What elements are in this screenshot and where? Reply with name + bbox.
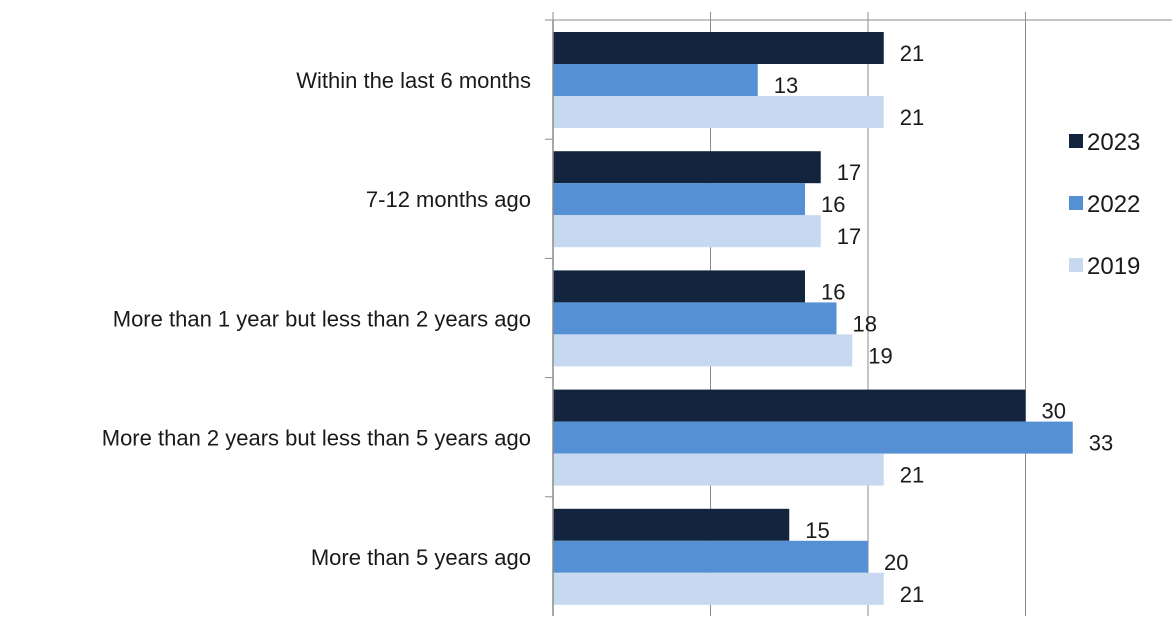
data-label-2022-more-than-5-years-ago: 20 [884,550,908,575]
category-axis: Within the last 6 months 7-12 months ago M… [102,20,554,616]
bar-2019-within-the-last-6-months [553,96,884,128]
legend-label-2019: 2019 [1087,253,1140,280]
data-label-2019-within-the-last-6-months: 21 [900,105,924,130]
category-label-within-the-last-6-months: Within the last 6 months [296,68,531,93]
data-label-2022-within-the-last-6-months: 13 [774,73,798,98]
data-label-2019-more-than-1-year-but-less-than-2-years-ago: 19 [868,343,892,368]
bar-2023-within-the-last-6-months [553,32,884,64]
bar-2022-more-than-1-year-but-less-than-2-years-ago [553,302,837,335]
bar-2023-more-than-5-years-ago [553,508,790,541]
data-label-2023-more-than-2-years-but-less-than-5-years-ago: 30 [1042,399,1066,424]
data-label-2022-7-12-months-ago: 16 [821,192,845,217]
data-label-2023-within-the-last-6-months: 21 [900,41,924,66]
data-label-2019-more-than-2-years-but-less-than-5-years-ago: 21 [900,463,924,488]
data-labels: 21 13 21 17 16 17 16 18 19 30 33 21 15 20 21 [774,41,1113,607]
bar-2023-more-than-2-years-but-less-than-5-years-ago [553,389,1026,422]
data-label-2019-7-12-months-ago: 17 [837,224,861,249]
category-label-more-than-2-years-but-less-than-5-years-ago: More than 2 years but less than 5 years … [102,426,531,451]
legend: 2023 2022 2019 [1069,129,1140,280]
bar-2019-more-than-1-year-but-less-than-2-years-ago [553,334,853,367]
bar-2022-more-than-2-years-but-less-than-5-years-ago [553,421,1073,454]
bar-2023-7-12-months-ago [553,151,821,184]
bar-2022-within-the-last-6-months [553,64,758,96]
category-label-more-than-5-years-ago: More than 5 years ago [311,545,531,570]
data-label-2019-more-than-5-years-ago: 21 [900,582,924,607]
bar-2019-more-than-5-years-ago [553,572,884,605]
category-label-more-than-1-year-but-less-than-2-years-ago: More than 1 year but less than 2 years a… [113,306,531,331]
legend-label-2023: 2023 [1087,129,1140,156]
data-label-2023-more-than-1-year-but-less-than-2-years-ago: 16 [821,279,845,304]
data-label-2022-more-than-1-year-but-less-than-2-years-ago: 18 [853,311,877,336]
legend-label-2022: 2022 [1087,191,1140,218]
bar-2019-more-than-2-years-but-less-than-5-years-ago [553,453,884,486]
data-label-2022-more-than-2-years-but-less-than-5-years-ago: 33 [1089,431,1113,456]
legend-swatch-2019 [1069,258,1083,272]
data-label-2023-7-12-months-ago: 17 [837,160,861,185]
legend-swatch-2023 [1069,134,1083,148]
legend-swatch-2022 [1069,196,1083,210]
bar-2022-more-than-5-years-ago [553,540,868,573]
bars [553,32,1073,605]
category-label-7-12-months-ago: 7-12 months ago [366,187,531,212]
bar-2019-7-12-months-ago [553,215,821,248]
bar-2022-7-12-months-ago [553,183,805,216]
bar-2023-more-than-1-year-but-less-than-2-years-ago [553,270,805,303]
data-label-2023-more-than-5-years-ago: 15 [805,518,829,543]
